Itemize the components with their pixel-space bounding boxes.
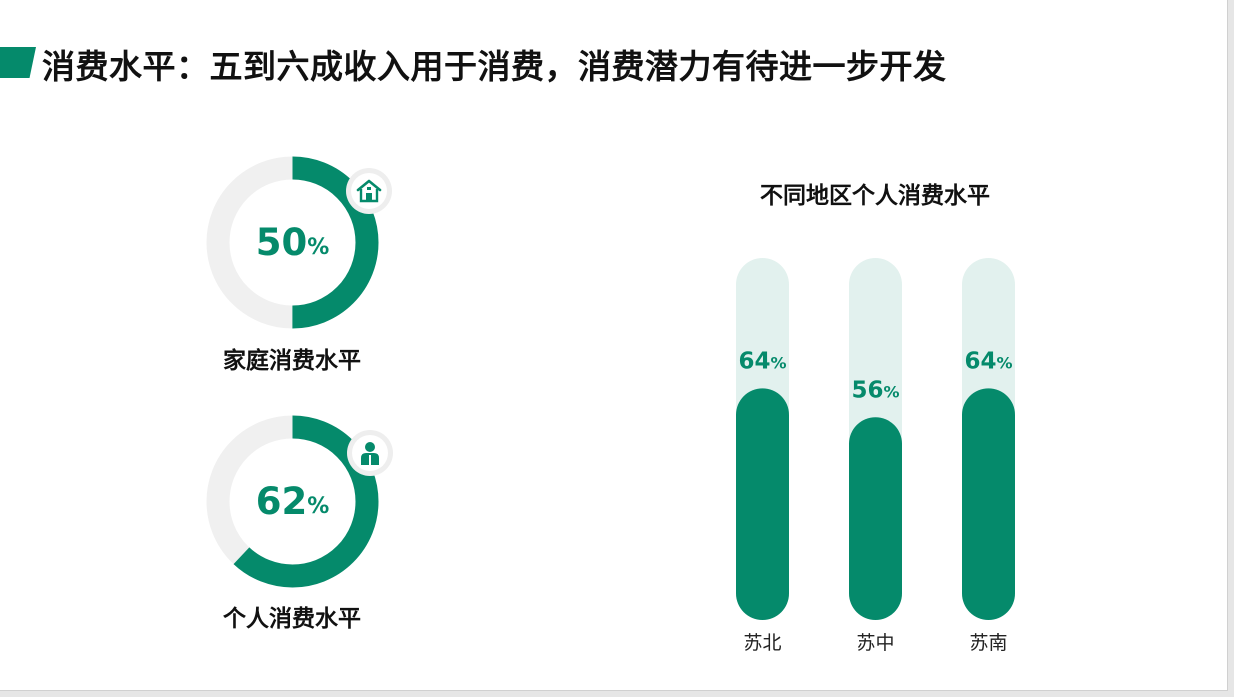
bar-value-label: 64%	[964, 348, 1012, 374]
category-label: 苏中	[856, 632, 894, 654]
donut-value-unit: %	[307, 494, 330, 519]
chart-title: 不同地区个人消费水平	[760, 183, 990, 209]
bar-苏北	[736, 388, 789, 620]
household-donut-value: 50%	[205, 155, 380, 330]
person-icon	[361, 442, 379, 465]
donut-value-number: 50	[255, 221, 308, 264]
household-consumption-donut: 50%	[205, 155, 380, 330]
personal-consumption-donut: 62%	[205, 414, 380, 589]
personal-donut-value: 62%	[205, 414, 380, 589]
page-title: 消费水平：五到六成收入用于消费，消费潜力有待进一步开发	[42, 47, 947, 86]
donut-value-number: 62	[255, 480, 308, 523]
person-icon-badge	[347, 430, 393, 476]
donut-value-arc	[206, 156, 379, 329]
donut-value-arc	[206, 415, 379, 588]
regional-bar-chart: 64% 苏北 56% 苏中 64% 苏南	[736, 258, 1015, 654]
house-icon	[356, 179, 382, 203]
category-label: 苏南	[969, 632, 1007, 654]
donut-value-unit: %	[307, 235, 330, 260]
personal-donut-label: 个人消费水平	[223, 606, 361, 632]
bar-value-label: 64%	[738, 348, 786, 374]
category-label: 苏北	[743, 632, 781, 654]
title-accent-bar	[0, 47, 36, 78]
house-icon-badge	[346, 168, 392, 214]
personal-donut-graphic	[206, 415, 379, 588]
household-donut-graphic	[206, 156, 379, 329]
bar-苏中	[849, 417, 902, 620]
bar-value-label: 56%	[851, 377, 899, 403]
bar-苏南	[962, 388, 1015, 620]
household-donut-label: 家庭消费水平	[223, 348, 361, 374]
